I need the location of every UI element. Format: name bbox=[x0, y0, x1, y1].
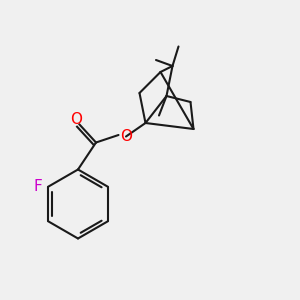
Text: O: O bbox=[120, 129, 132, 144]
Text: O: O bbox=[70, 112, 83, 128]
Text: F: F bbox=[33, 179, 42, 194]
